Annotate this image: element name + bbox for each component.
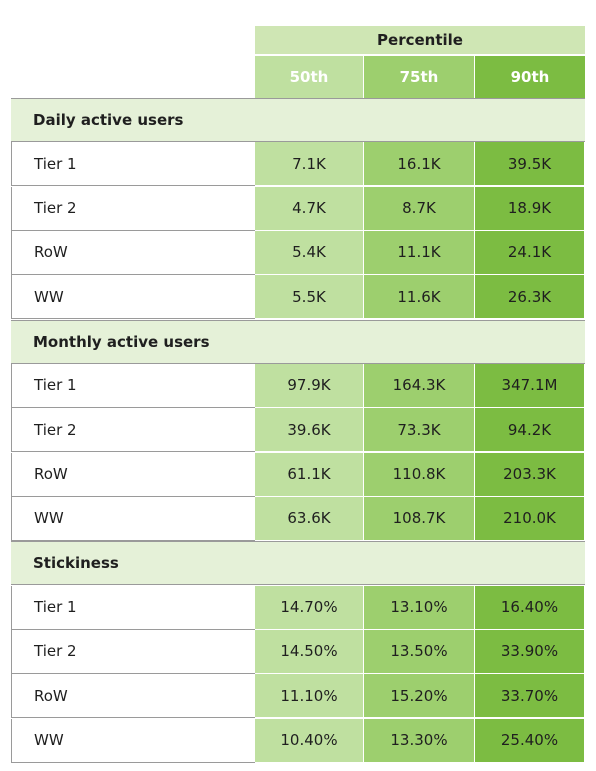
value-cell: 14.50% (255, 629, 364, 674)
percentile-group-header: Percentile (255, 26, 585, 54)
value-cell: 63.6K (255, 496, 364, 541)
value-cell: 39.5K (475, 142, 585, 187)
section-header: Stickiness (11, 541, 585, 586)
value-cell: 11.1K (364, 230, 475, 275)
value-cell: 61.1K (255, 452, 364, 497)
value-cell: 8.7K (364, 186, 475, 231)
section-title: Monthly active users (33, 332, 210, 351)
value-cell: 16.1K (364, 142, 475, 187)
value-cell: 14.70% (255, 585, 364, 630)
value-cell: 13.30% (364, 718, 475, 763)
value-cell: 13.10% (364, 585, 475, 630)
row-label: WW (11, 275, 255, 320)
value-cell: 97.9K (255, 363, 364, 408)
table-row: WW 63.6K 108.7K 210.0K (11, 496, 585, 541)
row-label: Tier 1 (11, 363, 255, 408)
table-row: Tier 2 4.7K 8.7K 18.9K (11, 186, 585, 231)
value-cell: 11.6K (364, 275, 475, 320)
section-title: Stickiness (33, 554, 119, 573)
table-row: RoW 61.1K 110.8K 203.3K (11, 452, 585, 497)
row-label: Tier 2 (11, 408, 255, 453)
row-label: WW (11, 718, 255, 763)
value-cell: 16.40% (475, 585, 585, 630)
value-cell: 110.8K (364, 452, 475, 497)
row-label: Tier 1 (11, 585, 255, 630)
table-row: Tier 1 14.70% 13.10% 16.40% (11, 585, 585, 630)
row-label: Tier 2 (11, 186, 255, 231)
section-header: Monthly active users (11, 319, 585, 364)
table-row: Tier 2 39.6K 73.3K 94.2K (11, 408, 585, 453)
section-title: Daily active users (33, 111, 184, 129)
row-label: Tier 2 (11, 629, 255, 674)
row-label: RoW (11, 452, 255, 497)
column-header-90th: 90th (475, 56, 585, 98)
value-cell: 94.2K (475, 408, 585, 453)
row-label: RoW (11, 674, 255, 719)
table-row: WW 5.5K 11.6K 26.3K (11, 275, 585, 320)
row-label: WW (11, 496, 255, 541)
value-cell: 11.10% (255, 674, 364, 719)
value-cell: 15.20% (364, 674, 475, 719)
table-row: RoW 11.10% 15.20% 33.70% (11, 674, 585, 719)
value-cell: 347.1M (475, 363, 585, 408)
value-cell: 4.7K (255, 186, 364, 231)
value-cell: 25.40% (475, 718, 585, 763)
value-cell: 18.9K (475, 186, 585, 231)
value-cell: 33.90% (475, 629, 585, 674)
value-cell: 26.3K (475, 275, 585, 320)
value-cell: 164.3K (364, 363, 475, 408)
row-label: Tier 1 (11, 142, 255, 187)
value-cell: 5.4K (255, 230, 364, 275)
value-cell: 203.3K (475, 452, 585, 497)
table-row: Tier 1 7.1K 16.1K 39.5K (11, 142, 585, 187)
row-label: RoW (11, 230, 255, 275)
value-cell: 24.1K (475, 230, 585, 275)
value-cell: 33.70% (475, 674, 585, 719)
value-cell: 210.0K (475, 496, 585, 541)
table-row: Tier 1 97.9K 164.3K 347.1M (11, 363, 585, 408)
value-cell: 108.7K (364, 496, 475, 541)
table-row: Tier 2 14.50% 13.50% 33.90% (11, 629, 585, 674)
value-cell: 13.50% (364, 629, 475, 674)
value-cell: 39.6K (255, 408, 364, 453)
table-row: WW 10.40% 13.30% 25.40% (11, 718, 585, 763)
value-cell: 7.1K (255, 142, 364, 187)
value-cell: 10.40% (255, 718, 364, 763)
value-cell: 73.3K (364, 408, 475, 453)
table-row: RoW 5.4K 11.1K 24.1K (11, 230, 585, 275)
column-header-50th: 50th (255, 56, 363, 98)
value-cell: 5.5K (255, 275, 364, 320)
column-header-75th: 75th (364, 56, 474, 98)
section-header: Daily active users (11, 98, 585, 142)
